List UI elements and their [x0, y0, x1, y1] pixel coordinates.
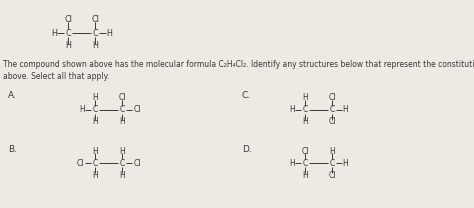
- Text: A.: A.: [8, 92, 17, 100]
- Text: C: C: [329, 158, 335, 167]
- Text: C.: C.: [242, 92, 251, 100]
- Text: H: H: [289, 158, 295, 167]
- Text: C: C: [92, 105, 98, 114]
- Text: H: H: [65, 42, 71, 51]
- Text: H: H: [119, 146, 125, 156]
- Text: C: C: [92, 158, 98, 167]
- Text: C: C: [329, 105, 335, 114]
- Text: Cl: Cl: [301, 146, 309, 156]
- Text: C: C: [302, 105, 308, 114]
- Text: H: H: [119, 118, 125, 126]
- Text: C: C: [302, 158, 308, 167]
- Text: D.: D.: [242, 146, 252, 155]
- Text: C: C: [119, 158, 125, 167]
- Text: Cl: Cl: [64, 16, 72, 25]
- Text: Cl: Cl: [328, 171, 336, 180]
- Text: C: C: [92, 28, 98, 37]
- Text: Cl: Cl: [76, 158, 84, 167]
- Text: H: H: [302, 94, 308, 103]
- Text: C: C: [119, 105, 125, 114]
- Text: H: H: [106, 28, 112, 37]
- Text: H: H: [329, 146, 335, 156]
- Text: The compound shown above has the molecular formula C₂H₄Cl₂. Identify any structu: The compound shown above has the molecul…: [3, 60, 474, 81]
- Text: H: H: [302, 118, 308, 126]
- Text: H: H: [92, 118, 98, 126]
- Text: B.: B.: [8, 146, 17, 155]
- Text: Cl: Cl: [328, 94, 336, 103]
- Text: Cl: Cl: [328, 118, 336, 126]
- Text: H: H: [92, 94, 98, 103]
- Text: C: C: [65, 28, 71, 37]
- Text: Cl: Cl: [118, 94, 126, 103]
- Text: Cl: Cl: [133, 158, 141, 167]
- Text: Cl: Cl: [91, 16, 99, 25]
- Text: Cl: Cl: [133, 105, 141, 114]
- Text: H: H: [79, 105, 85, 114]
- Text: H: H: [302, 171, 308, 180]
- Text: H: H: [92, 146, 98, 156]
- Text: H: H: [51, 28, 57, 37]
- Text: H: H: [92, 42, 98, 51]
- Text: H: H: [119, 171, 125, 180]
- Text: H: H: [342, 105, 348, 114]
- Text: H: H: [92, 171, 98, 180]
- Text: H: H: [289, 105, 295, 114]
- Text: H: H: [342, 158, 348, 167]
